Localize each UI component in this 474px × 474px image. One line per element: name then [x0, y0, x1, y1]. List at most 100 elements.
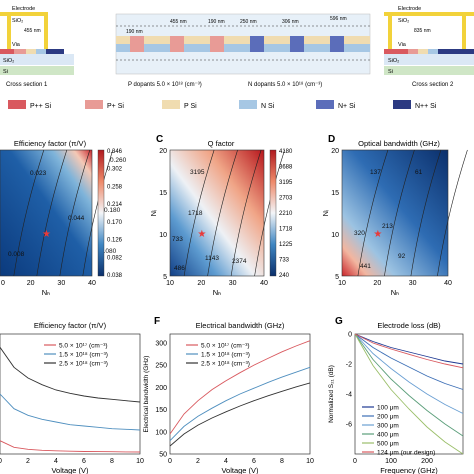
series-line [169, 366, 311, 442]
colorbar [269, 149, 277, 277]
contour-label: 0.008 [8, 251, 25, 258]
y-axis-label: Electrical bandwidth (GHz) [143, 356, 150, 433]
right-cross-section: Electrode SiO₂ 835 nm Via SiO₂ Si Cross … [384, 6, 474, 88]
contour-line [357, 149, 389, 277]
legend-entry: 100 μm [377, 405, 399, 412]
contour-label: 733 [172, 236, 183, 243]
series-line [169, 382, 311, 447]
x-tick-label: 20 [373, 280, 381, 287]
y-tick-label: 150 [155, 407, 167, 414]
sio2-label-right: SiO₂ [398, 18, 409, 24]
heatmap-row: Efficiency factor (π/V)0.0230.0440.0800.… [0, 134, 468, 297]
cross-section-1-caption: Cross section 1 [6, 82, 48, 88]
x-tick-label: 100 [385, 458, 397, 465]
colorbar-tick: 240 [279, 273, 290, 279]
legend-entry: 1.5 × 10¹⁸ (cm⁻³) [59, 352, 108, 359]
contour-label: 441 [360, 263, 371, 270]
contour-line [254, 149, 285, 277]
heatmap-panel: C Q factor 3195 1718 733 1143 2374 486 ★ 10 20 30 40… [149, 134, 293, 297]
plot-frame [354, 333, 464, 455]
y-tick-label: 100 [155, 429, 167, 436]
contour-line [384, 149, 415, 277]
x-axis-label: Frequency (GHz) [380, 466, 438, 474]
x-tick-label: 30 [229, 280, 237, 287]
series-line [0, 347, 141, 403]
colorbar-tick: 0.038 [107, 273, 123, 279]
contour-label: 1718 [188, 210, 203, 217]
legend-label: P Si [184, 103, 197, 110]
x-tick-label: 20 [27, 280, 35, 287]
panel-letter: G [335, 316, 343, 327]
legend-swatch [162, 100, 180, 109]
heatmap-field [0, 149, 93, 277]
via-label: Via [12, 42, 21, 48]
contour-line [183, 149, 215, 277]
series-line [354, 333, 464, 437]
legend-label: P+ Si [107, 103, 124, 110]
legend-swatch [8, 100, 26, 109]
colorbar-tick: 0.126 [107, 238, 123, 244]
chart-title: Efficiency factor (π/V) [34, 321, 107, 330]
electrode-label: Electrode [12, 6, 35, 12]
colorbar-tick: 0.170 [107, 220, 123, 226]
x-axis-label: Nₕ [42, 288, 50, 297]
x-tick-label: 0 [353, 458, 357, 465]
x-tick-label: 10 [338, 280, 346, 287]
sio2-lower-label-right: SiO₂ [388, 58, 399, 64]
sio2-label: SiO₂ [12, 18, 23, 24]
dim-596: 596 nm [330, 16, 347, 22]
contour-line [59, 149, 91, 277]
colorbar-tick: 0.082 [107, 255, 123, 261]
y-tick-label: 200 [155, 385, 167, 392]
colorbar-tick: 0.346 [107, 149, 123, 155]
legend-entry: 300 μm [377, 423, 399, 430]
colorbar-tick: 0.258 [107, 184, 123, 190]
contour-label: 0.260 [110, 157, 127, 164]
y-tick-label: 5 [335, 274, 339, 281]
legend-label: N++ Si [415, 103, 437, 110]
design-star-marker: ★ [42, 229, 51, 240]
legend-entry: 500 μm [377, 441, 399, 448]
contour-line [82, 149, 114, 277]
y-axis-label: Normalized S₂₁ (dB) [328, 365, 335, 423]
y-tick-label: 15 [331, 190, 339, 197]
legend-entry: 400 μm [377, 432, 399, 439]
panel-letter: F [154, 316, 160, 327]
colorbar-tick: 1718 [279, 227, 293, 233]
y-tick-label: 20 [331, 148, 339, 155]
series-line [354, 333, 464, 390]
contour-label: 320 [354, 230, 365, 237]
colorbar-tick: 3195 [279, 180, 293, 186]
panel-letter: D [328, 134, 335, 145]
legend-swatch [85, 100, 103, 109]
contour-label: 3195 [190, 169, 205, 176]
line-chart: Efficiency factor (π/V) 0 2 4 6 8 10 Voltage (V… [0, 321, 144, 474]
heatmap-title: Optical bandwidth (GHz) [358, 139, 440, 148]
y-tick-label: 10 [331, 232, 339, 239]
contour-line [13, 149, 45, 277]
y-tick-label: 50 [159, 452, 167, 459]
y-tick-label: -2 [346, 362, 352, 369]
y-tick-label: 10 [159, 232, 167, 239]
y-tick-label: 20 [159, 148, 167, 155]
legend-label: N Si [261, 103, 275, 110]
x-axis-label: Voltage (V) [221, 466, 259, 474]
design-star-marker: ★ [373, 229, 382, 240]
x-tick-label: 0 [0, 458, 2, 465]
y-tick-label: -4 [346, 392, 352, 399]
legend-entry: 2.5 × 10¹⁸ (cm⁻³) [59, 361, 108, 368]
colorbar-tick: 733 [279, 258, 290, 264]
design-star-marker: ★ [197, 229, 206, 240]
chart-title: Electrical bandwidth (GHz) [196, 321, 285, 330]
sio2-lower-label: SiO₂ [3, 58, 14, 64]
y-tick-label: 250 [155, 363, 167, 370]
plot-frame [0, 333, 141, 455]
y-axis-label: Nᵢ [149, 210, 158, 217]
colorbar [97, 149, 105, 277]
contour-label: 2374 [232, 258, 247, 265]
contour-line [410, 149, 442, 277]
contour-line [36, 149, 68, 277]
doping-legend: P++ Si P+ Si P Si N Si N+ Si N++ Si [8, 100, 437, 110]
y-tick-label: 15 [159, 190, 167, 197]
x-tick-label: 0 [1, 280, 5, 287]
